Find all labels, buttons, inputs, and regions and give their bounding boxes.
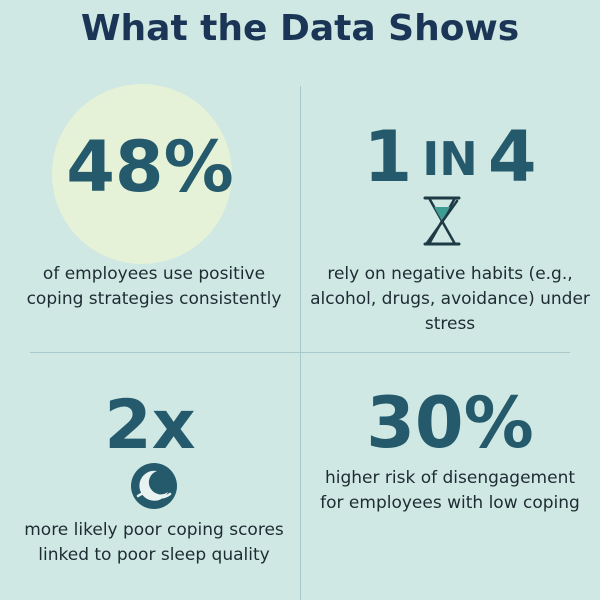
stat-sleep-value: 2x (104, 386, 196, 465)
vertical-divider (300, 86, 301, 600)
stat-negative-value-mid: IN (422, 132, 478, 186)
stat-positive-description: of employees use positive coping strateg… (26, 264, 282, 309)
stat-sleep-description: more likely poor coping scores linked to… (24, 520, 284, 565)
stat-disengagement-description: higher risk of disengagement for employe… (320, 468, 580, 513)
stat-positive-value: 48% (66, 126, 234, 208)
stat-negative-value-left: 1 (363, 116, 413, 198)
moon-icon (131, 463, 177, 509)
hourglass-icon (423, 196, 461, 246)
page-title: What the Data Shows (80, 8, 520, 49)
stat-negative-value: 1 IN 4 (300, 122, 600, 192)
horizontal-divider (30, 352, 570, 353)
stat-negative-description: rely on negative habits (e.g., alcohol, … (310, 264, 590, 334)
stat-disengagement-value: 30% (366, 382, 534, 464)
highlight-circle (52, 84, 232, 264)
stat-negative-value-right: 4 (487, 116, 537, 198)
